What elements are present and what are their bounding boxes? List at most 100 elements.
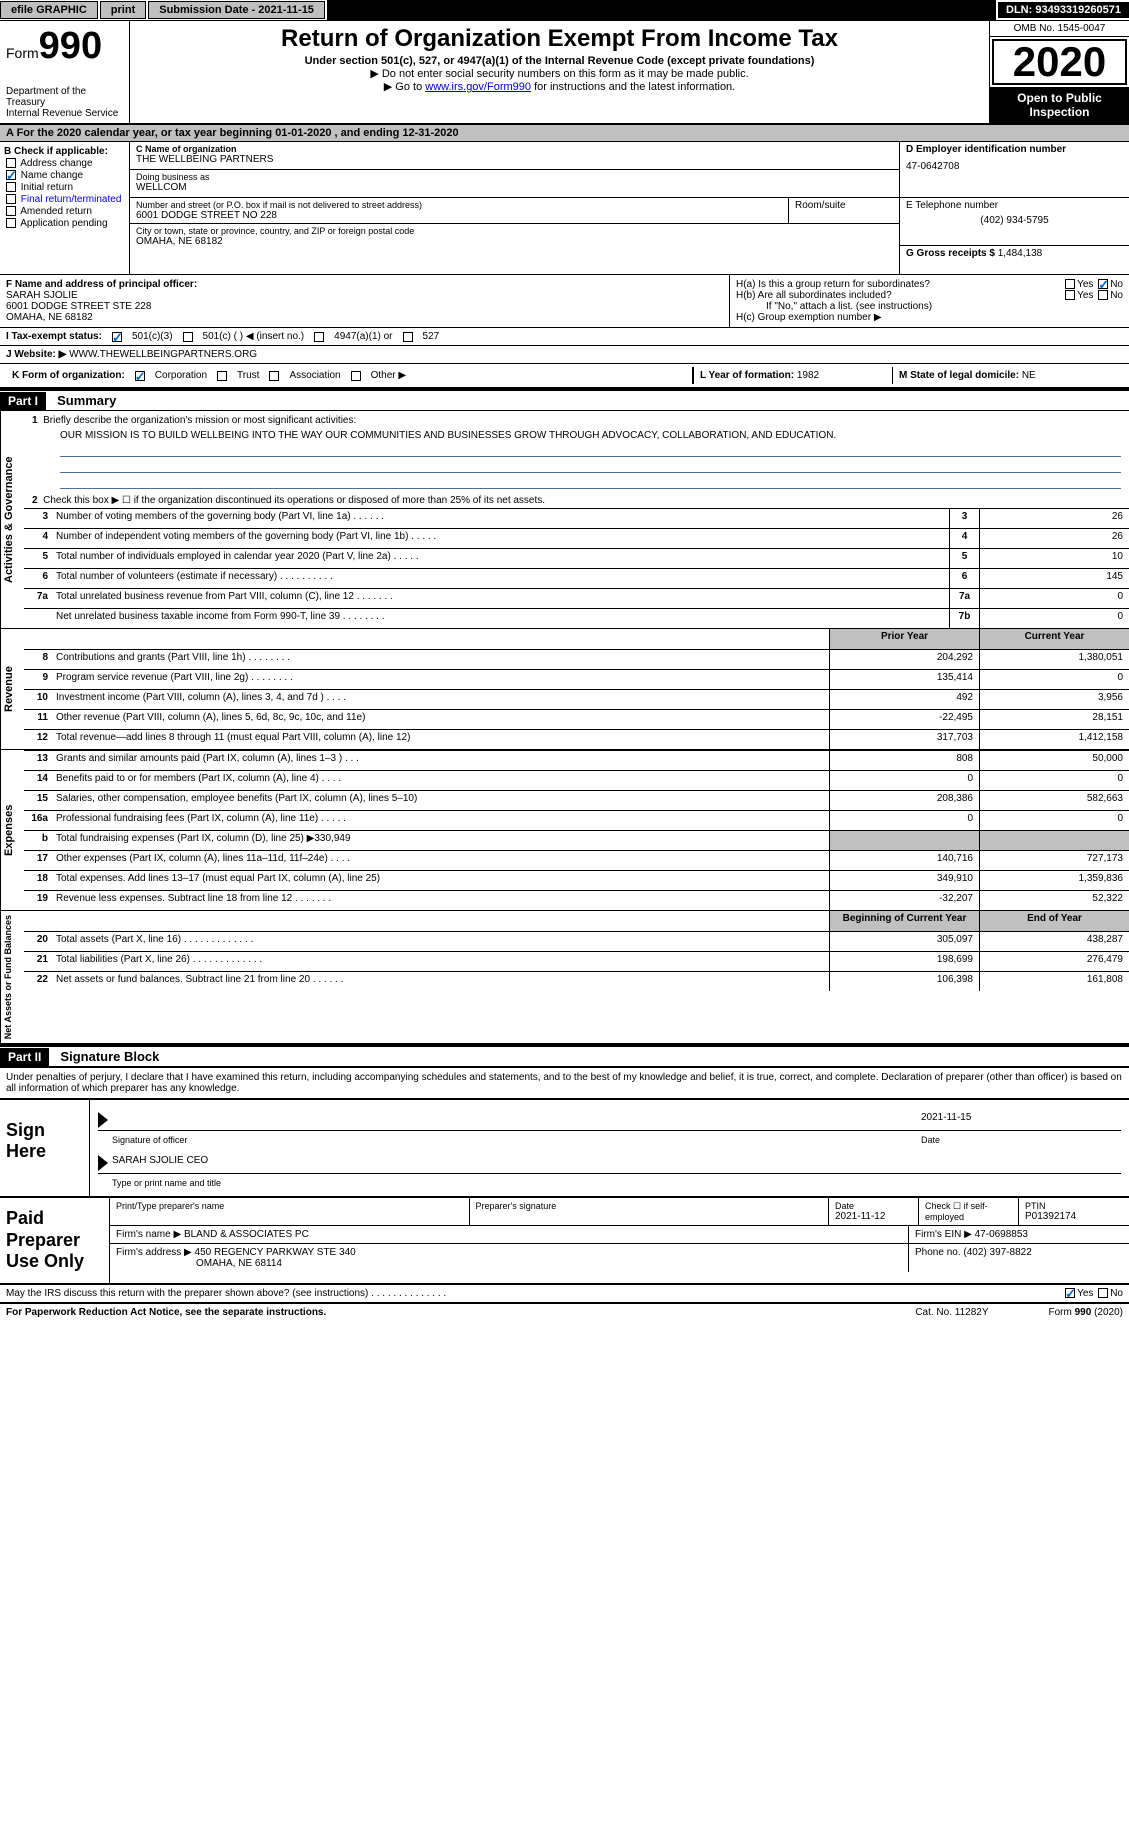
ha-no: No <box>1110 279 1123 290</box>
cb-discuss-no[interactable] <box>1098 1288 1108 1298</box>
officer-addr2: OMAHA, NE 68182 <box>6 312 723 323</box>
cb-amended[interactable]: Amended return <box>4 206 125 217</box>
officer-addr1: 6001 DODGE STREET STE 228 <box>6 301 723 312</box>
i-label: I Tax-exempt status: <box>6 331 102 342</box>
cb-corp[interactable] <box>135 371 145 381</box>
summary-line: 13Grants and similar amounts paid (Part … <box>24 750 1129 770</box>
part2-title: Signature Block <box>52 1047 167 1066</box>
summary-line: 12Total revenue—add lines 8 through 11 (… <box>24 729 1129 749</box>
vtab-netassets: Net Assets or Fund Balances <box>0 911 24 1043</box>
cb-discuss-yes[interactable] <box>1065 1288 1075 1298</box>
cb-assoc[interactable] <box>269 371 279 381</box>
vtab-revenue: Revenue <box>0 629 24 749</box>
cb-trust[interactable] <box>217 371 227 381</box>
summary-line: 3Number of voting members of the governi… <box>24 508 1129 528</box>
room-suite-label: Room/suite <box>789 198 899 223</box>
prep-sig-label: Preparer's signature <box>476 1201 823 1211</box>
form-header: Form990 Department of the Treasury Inter… <box>0 21 1129 125</box>
hb-yes: Yes <box>1077 290 1093 301</box>
col-b: B Check if applicable: Address change Na… <box>0 142 130 274</box>
g-label: G Gross receipts $ <box>906 248 995 259</box>
header-right: OMB No. 1545-0047 2020 Open to Public In… <box>989 21 1129 123</box>
mission-text: OUR MISSION IS TO BUILD WELLBEING INTO T… <box>60 430 1121 441</box>
form-number: 990 <box>39 25 102 67</box>
cb-4947[interactable] <box>314 332 324 342</box>
summary-line: 17Other expenses (Part IX, column (A), l… <box>24 850 1129 870</box>
firm-phone-label: Phone no. <box>915 1247 961 1258</box>
tax-period: A For the 2020 calendar year, or tax yea… <box>0 125 1129 142</box>
cb-pending[interactable]: Application pending <box>4 218 125 229</box>
line2-text: Check this box ▶ ☐ if the organization d… <box>43 495 545 506</box>
col-header-begin-end: Beginning of Current Year End of Year <box>24 911 1129 931</box>
opt-527: 527 <box>423 331 440 342</box>
firm-ein: 47-0698853 <box>975 1229 1028 1240</box>
state-domicile: NE <box>1022 370 1036 381</box>
dba-label: Doing business as <box>136 172 893 182</box>
summary-line: 9Program service revenue (Part VIII, lin… <box>24 669 1129 689</box>
cb-527[interactable] <box>403 332 413 342</box>
cb-501c3[interactable] <box>112 332 122 342</box>
d-label: D Employer identification number <box>906 144 1123 155</box>
tax-year: 2020 <box>992 39 1127 85</box>
firm-name-label: Firm's name ▶ <box>116 1229 181 1240</box>
paid-preparer-section: Paid Preparer Use Only Print/Type prepar… <box>0 1196 1129 1285</box>
prep-date-label: Date <box>835 1201 912 1211</box>
cb-final[interactable]: Final return/terminated <box>4 194 125 205</box>
dept-treasury: Department of the Treasury Internal Reve… <box>6 86 123 119</box>
discuss-row: May the IRS discuss this return with the… <box>0 1285 1129 1304</box>
col-header-prior-current: Prior Year Current Year <box>24 629 1129 649</box>
org-name: THE WELLBEING PARTNERS <box>136 154 893 165</box>
subtitle-1: Under section 501(c), 527, or 4947(a)(1)… <box>138 55 981 67</box>
firm-city: OMAHA, NE 68114 <box>116 1258 902 1269</box>
discuss-no: No <box>1110 1288 1123 1299</box>
summary-line: Net unrelated business taxable income fr… <box>24 608 1129 628</box>
summary-line: 5Total number of individuals employed in… <box>24 548 1129 568</box>
cb-501c[interactable] <box>183 332 193 342</box>
cb-address[interactable]: Address change <box>4 158 125 169</box>
ha-yes: Yes <box>1077 279 1093 290</box>
phone-value: (402) 934-5795 <box>906 215 1123 226</box>
vtab-expenses: Expenses <box>0 750 24 910</box>
discuss-text: May the IRS discuss this return with the… <box>6 1288 1063 1299</box>
firm-addr: 450 REGENCY PARKWAY STE 340 <box>195 1247 356 1258</box>
website-value: WWW.THEWELLBEINGPARTNERS.ORG <box>69 349 257 360</box>
summary-line: 20Total assets (Part X, line 16) . . . .… <box>24 931 1129 951</box>
gross-receipts: 1,484,138 <box>998 248 1043 259</box>
penalties-text: Under penalties of perjury, I declare th… <box>0 1067 1129 1098</box>
opt-trust: Trust <box>237 370 259 381</box>
summary-line: bTotal fundraising expenses (Part IX, co… <box>24 830 1129 850</box>
summary-line: 19Revenue less expenses. Subtract line 1… <box>24 890 1129 910</box>
ha-label: H(a) Is this a group return for subordin… <box>736 279 930 290</box>
year-formation: 1982 <box>797 370 819 381</box>
cb-other[interactable] <box>351 371 361 381</box>
header-center: Return of Organization Exempt From Incom… <box>130 21 989 123</box>
open-public: Open to Public Inspection <box>990 87 1129 123</box>
part1-header-row: Part I Summary <box>0 389 1129 411</box>
print-button[interactable]: print <box>100 1 146 19</box>
prep-date: 2021-11-12 <box>835 1211 912 1222</box>
arrow-icon <box>98 1155 108 1171</box>
check-self-employed[interactable]: Check ☐ if self-employed <box>919 1198 1019 1225</box>
cat-no: Cat. No. 11282Y <box>915 1307 988 1318</box>
row-klm: K Form of organization: Corporation Trus… <box>0 364 1129 389</box>
part2-header: Part II <box>0 1048 49 1066</box>
m-label: M State of legal domicile: <box>899 370 1019 381</box>
ptin-value: P01392174 <box>1025 1211 1123 1222</box>
summary-body: Activities & Governance 1 Briefly descri… <box>0 411 1129 1045</box>
dln-label: DLN: 93493319260571 <box>998 2 1129 18</box>
part1-header: Part I <box>0 392 46 410</box>
section-h: H(a) Is this a group return for subordin… <box>729 275 1129 327</box>
paperwork-notice: For Paperwork Reduction Act Notice, see … <box>6 1307 915 1318</box>
section-f: F Name and address of principal officer:… <box>0 275 729 327</box>
officer-name-title: SARAH SJOLIE CEO <box>112 1155 208 1171</box>
irs-link[interactable]: www.irs.gov/Form990 <box>425 81 531 93</box>
cb-name[interactable]: Name change <box>4 170 125 181</box>
opt-corp: Corporation <box>155 370 207 381</box>
j-label: J Website: ▶ <box>6 349 66 360</box>
hb-note: If "No," attach a list. (see instruction… <box>736 301 1123 312</box>
cb-initial[interactable]: Initial return <box>4 182 125 193</box>
k-label: K Form of organization: <box>12 370 125 381</box>
prep-name-label: Print/Type preparer's name <box>116 1201 463 1211</box>
col-end: End of Year <box>979 911 1129 931</box>
sig-officer-label: Signature of officer <box>112 1135 921 1145</box>
